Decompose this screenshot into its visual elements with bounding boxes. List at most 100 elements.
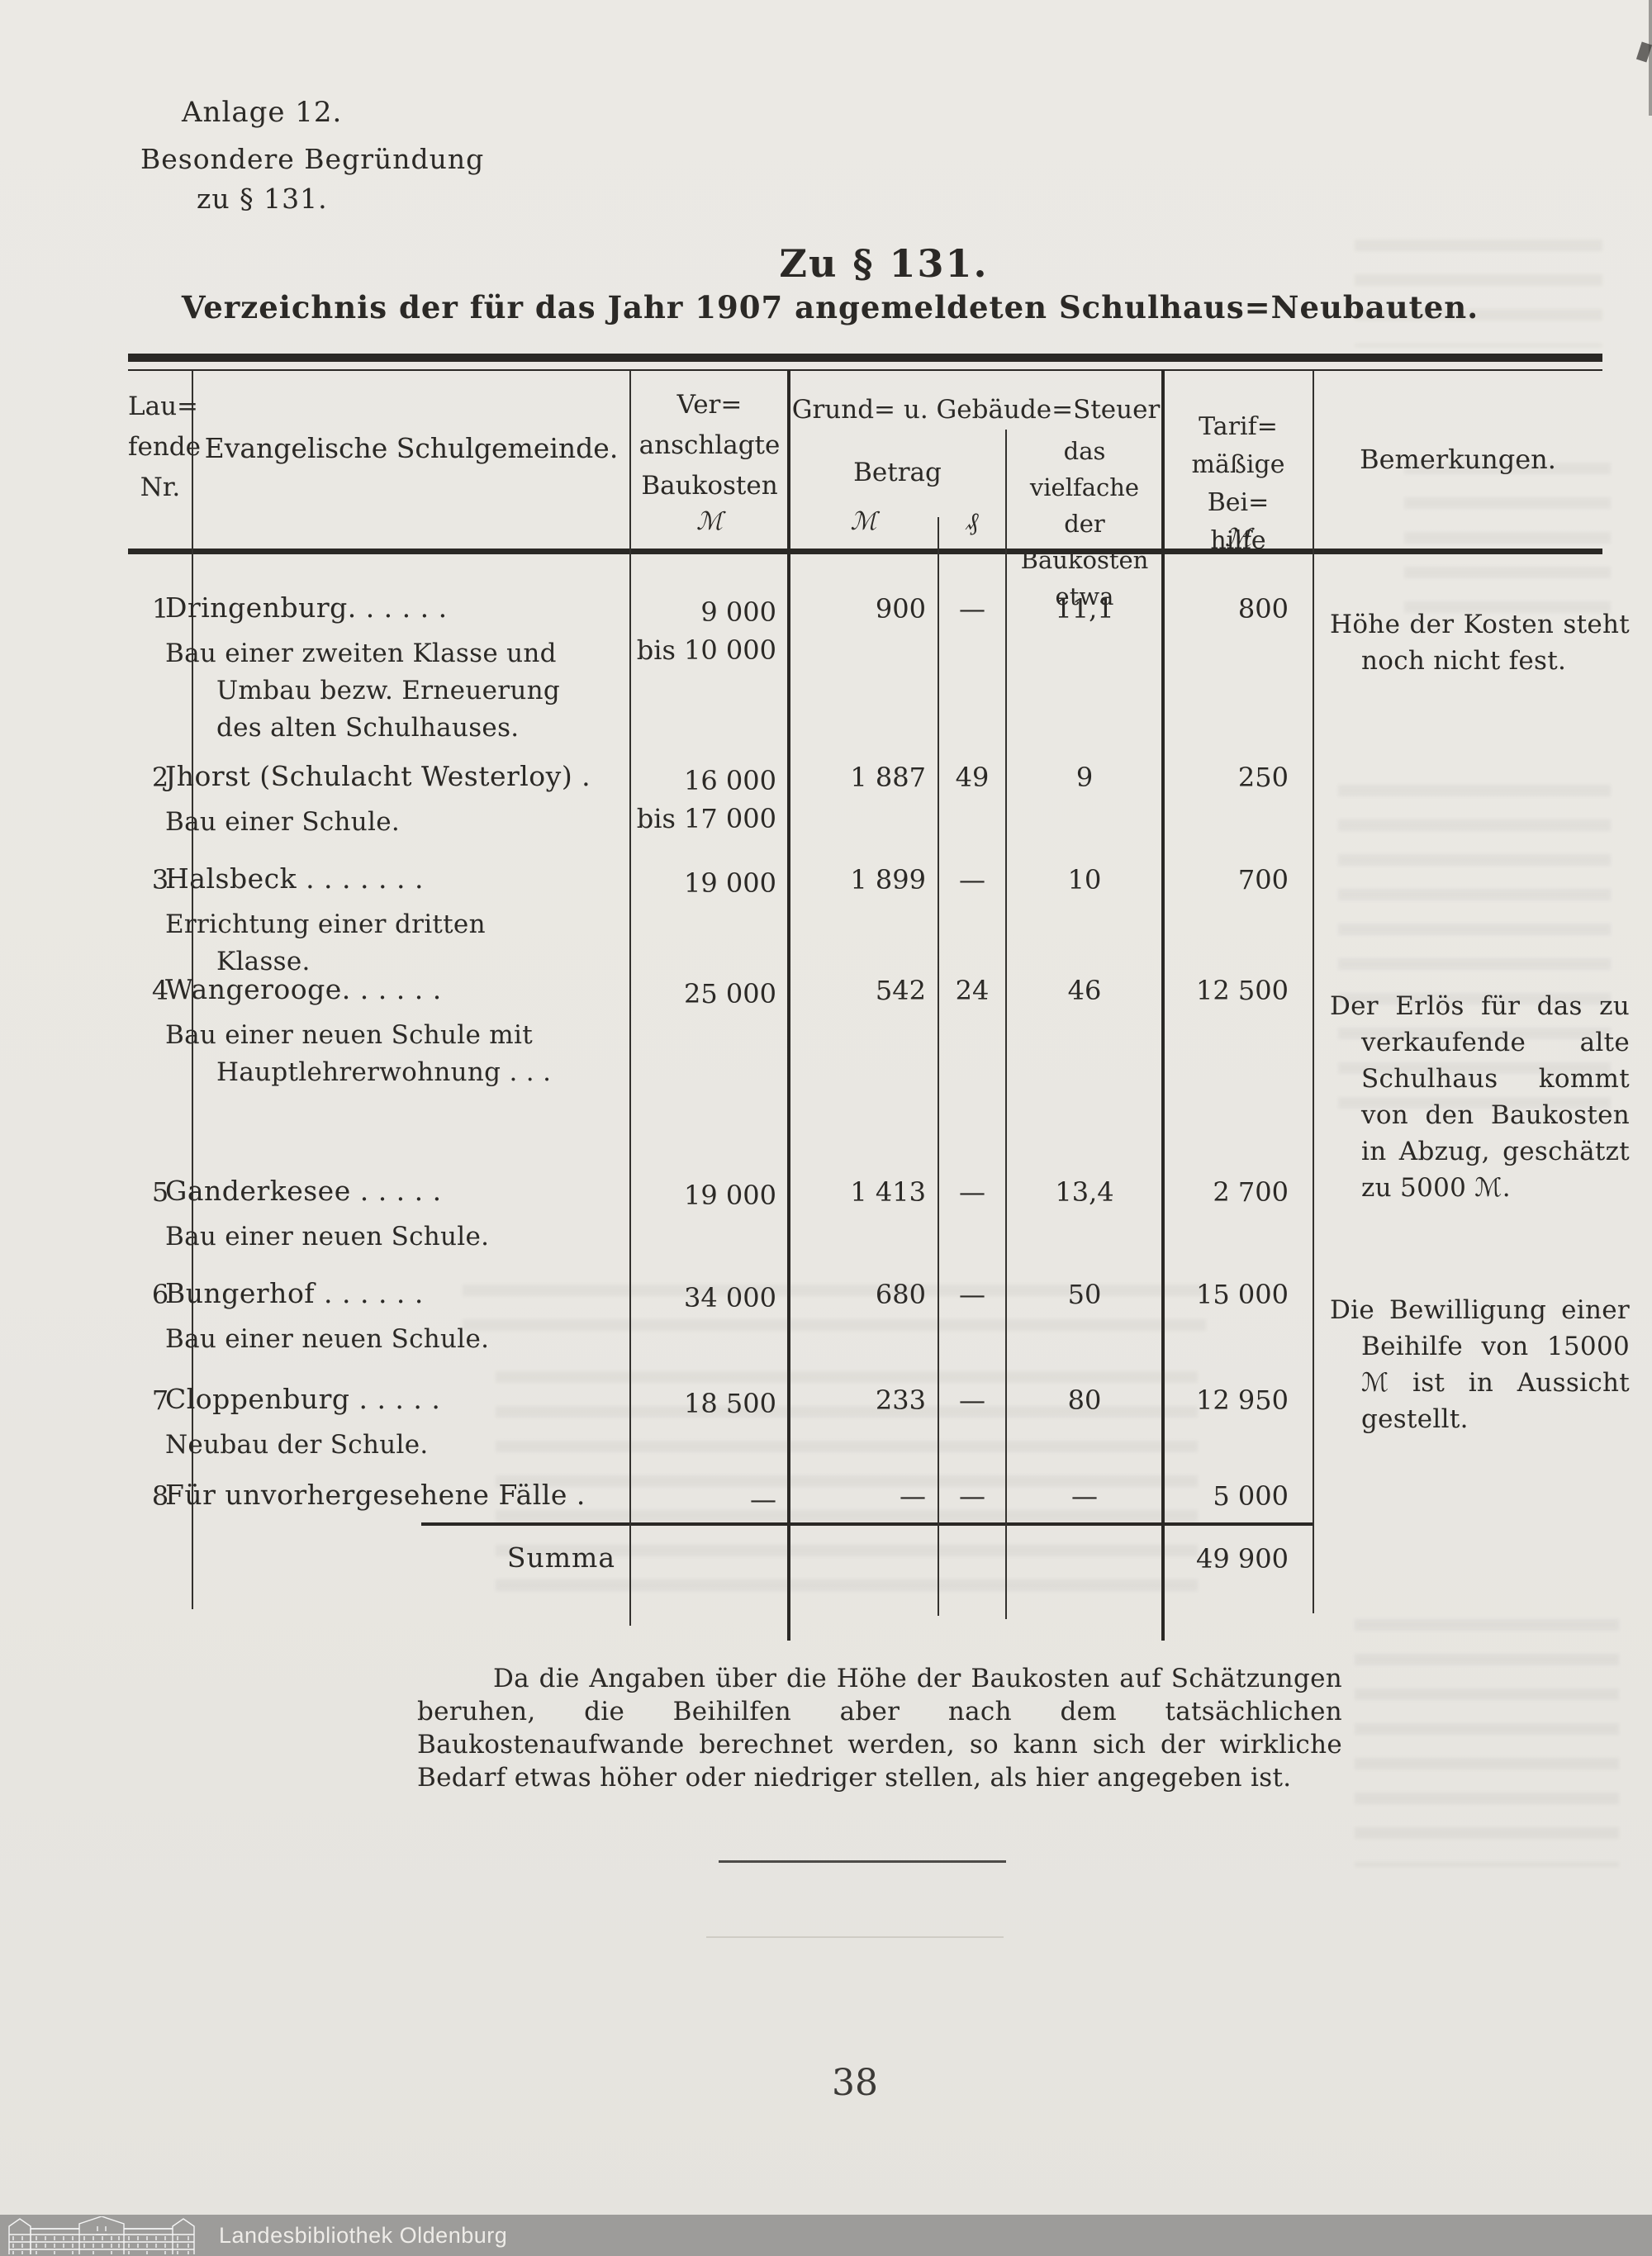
header-schulgemeinde: Evangelische Schulgemeinde. [204, 432, 619, 464]
bemerkung: Die Bewilligung einer Beihilfe von 15000… [1330, 1295, 1630, 1435]
row-number: 3 [151, 864, 169, 895]
closing-rule [719, 1860, 1006, 1863]
header-baukosten-line3: Baukosten [641, 471, 778, 501]
vielfache-value: 9 [1075, 762, 1094, 793]
gemeinde-cell: Cloppenburg . . . . . Neubau der Schule. [165, 1383, 578, 1464]
row-number: 7 [151, 1384, 169, 1416]
gemeinde-cell: Für unvorhergesehene Fälle . [165, 1479, 585, 1522]
header-vielfache-line3: Baukosten [1020, 546, 1149, 574]
annotation-paragraph: zu § 131. [197, 183, 328, 215]
annotation-begruendung: Besondere Begründung [140, 143, 485, 175]
baukosten-value: 19 000 [684, 1180, 776, 1211]
baukosten-cell: 19 000 [636, 864, 776, 902]
row-number: 8 [151, 1480, 169, 1512]
bleed-through-ghost [496, 1371, 1198, 1603]
baukosten-cell: 34 000 [636, 1279, 776, 1317]
bleed-through-ghost [1338, 785, 1611, 1132]
faint-rule [706, 1936, 1004, 1938]
header-betrag-unit-mark: ℳ [850, 507, 877, 536]
vielfache-value: 50 [1067, 1279, 1102, 1310]
row-number: 1 [151, 593, 169, 625]
baukosten-value: — [750, 1484, 776, 1515]
bleed-through-ghost [1355, 1619, 1619, 1867]
column-line-beihilfe [1161, 370, 1165, 1641]
column-line-mark-pfennig [938, 517, 939, 1616]
header-vielfache-line4: etwa [1055, 582, 1114, 610]
baukosten-value: 18 500 [684, 1388, 776, 1419]
steuer-betrag-pfennig: 49 [955, 762, 990, 793]
baukosten-value: 34 000 [684, 1282, 776, 1313]
row-number: 5 [151, 1176, 169, 1208]
summa-beihilfe-total: 49 900 [1196, 1543, 1289, 1574]
column-line-bemerkungen [1313, 370, 1314, 1613]
gemeinde-cell: Ganderkesee . . . . . Bau einer neuen Sc… [165, 1175, 578, 1256]
header-nr-line1: Lau= [128, 392, 199, 421]
bleed-through-ghost [1355, 240, 1602, 347]
gemeinde-desc: Bau einer neuen Schule mit Hauptlehrerwo… [165, 1020, 552, 1087]
steuer-betrag-pfennig: — [959, 1176, 985, 1208]
gemeinde-name: Halsbeck . . . . . . . [165, 862, 424, 895]
header-bemerkungen: Bemerkungen. [1360, 444, 1556, 475]
gemeinde-name: Ganderkesee . . . . . [165, 1175, 442, 1207]
column-line-nr [192, 370, 193, 1609]
gemeinde-cell: Dringenburg. . . . . . Bau einer zweiten… [165, 591, 578, 747]
header-bottom-rule [128, 549, 1602, 554]
gemeinde-name: Wangerooge. . . . . . [165, 973, 442, 1005]
baukosten-cell: 19 000 [636, 1176, 776, 1214]
baukosten-value2: bis 17 000 [636, 803, 776, 834]
beihilfe-value: 15 000 [1196, 1279, 1289, 1310]
steuer-betrag-mark: — [900, 1480, 926, 1512]
header-baukosten-line2: anschlagte [638, 430, 781, 460]
page-subtitle: Verzeichnis der für das Jahr 1907 angeme… [181, 289, 1479, 325]
beihilfe-value: 700 [1237, 864, 1289, 895]
header-beihilfe-line1: Tarif= [1199, 412, 1278, 441]
header-beihilfe-line2: mäßige Bei= [1191, 450, 1285, 517]
gemeinde-name: Bungerhof . . . . . . [165, 1277, 424, 1309]
table-top-thick-rule [128, 354, 1602, 362]
baukosten-cell: — [636, 1480, 776, 1518]
gemeinde-name: Dringenburg. . . . . . [165, 591, 448, 624]
baukosten-cell: 16 000 bis 17 000 [636, 762, 776, 838]
row-number: 2 [151, 762, 169, 793]
column-line-vielfache [1005, 430, 1007, 1619]
gemeinde-cell: Halsbeck . . . . . . . Errichtung einer … [165, 862, 578, 981]
header-betrag-unit-pfennig: ₰ [966, 507, 979, 536]
header-laufende-nr: Lau= fende Nr. [128, 387, 201, 508]
row-number: 6 [151, 1279, 169, 1310]
steuer-betrag-mark: 1 413 [850, 1176, 926, 1208]
gemeinde-cell: Wangerooge. . . . . . Bau einer neuen Sc… [165, 973, 578, 1091]
gemeinde-desc: Errichtung einer dritten Klasse. [165, 910, 486, 976]
steuer-betrag-mark: 1 887 [850, 762, 926, 793]
column-line-baukosten [787, 370, 790, 1641]
header-steuer-group: Grund= u. Gebäude=Steuer [791, 395, 1161, 425]
vielfache-value: 46 [1067, 975, 1102, 1006]
annotation-anlage: Anlage 12. [182, 96, 343, 129]
steuer-betrag-mark: 542 [875, 975, 926, 1006]
library-building-logo [8, 2216, 195, 2254]
gemeinde-desc: Bau einer Schule. [165, 807, 401, 837]
bemerkung: Höhe der Kosten steht noch nicht fest. [1330, 610, 1630, 677]
gemeinde-desc: Bau einer neuen Schule. [165, 1324, 490, 1354]
gemeinde-name: Cloppenburg . . . . . [165, 1383, 441, 1415]
steuer-betrag-mark: 680 [875, 1279, 926, 1310]
bemerkung: Der Erlös für das zu verkaufende alte Sc… [1330, 991, 1630, 1204]
baukosten-value2: bis 10 000 [636, 634, 776, 666]
header-betrag: Betrag [853, 458, 942, 487]
vielfache-value: 10 [1067, 864, 1102, 895]
beihilfe-value: 250 [1237, 762, 1289, 793]
library-name-label: Landesbibliothek Oldenburg [219, 2223, 508, 2248]
header-vielfache-line1: das [1063, 437, 1106, 465]
header-baukosten-line1: Ver= [676, 390, 743, 420]
beihilfe-value: 5 000 [1213, 1480, 1289, 1512]
steuer-betrag-pfennig: — [959, 864, 985, 895]
summa-rule [421, 1522, 1313, 1526]
beihilfe-value: 12 950 [1196, 1384, 1289, 1416]
header-nr-line2: fende [128, 432, 201, 462]
page-number: 38 [832, 2062, 878, 2104]
bleed-through-ghost [463, 1285, 1206, 1351]
header-beihilfe-unit-mark: ℳ [1224, 524, 1252, 553]
baukosten-value: 19 000 [684, 867, 776, 899]
schulhaus-table: Lau= fende Nr. Evangelische Schulgemeind… [128, 354, 1630, 1659]
baukosten-cell: 9 000 bis 10 000 [636, 593, 776, 669]
